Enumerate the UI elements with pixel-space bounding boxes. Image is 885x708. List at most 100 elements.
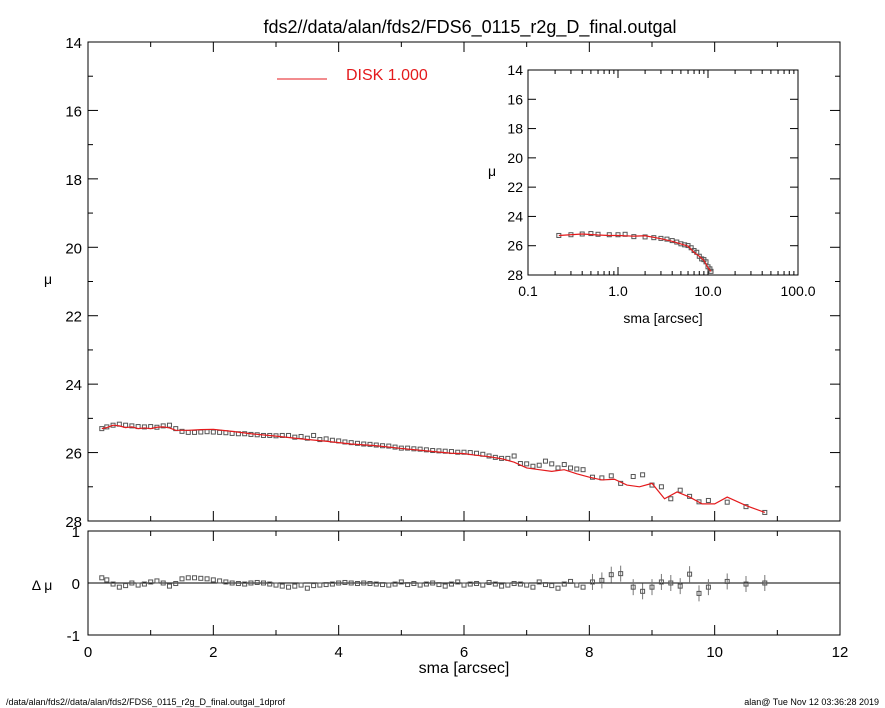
residual-data-point <box>608 572 614 578</box>
residual-data-point <box>499 583 505 589</box>
residual-data-point <box>204 576 210 582</box>
main-data-point <box>640 472 646 478</box>
inset-x-axis-label: sma [arcsec] <box>623 310 702 326</box>
residual-data-point <box>116 584 122 590</box>
main-data-point <box>217 429 223 435</box>
residual-data-point <box>210 577 216 583</box>
main-data-point <box>210 429 216 435</box>
residual-data-point <box>599 577 605 583</box>
residual-data-point <box>173 581 179 587</box>
residual-data-point <box>536 579 542 585</box>
residual-data-point <box>555 585 561 591</box>
main-data-point <box>658 484 664 490</box>
residual-data-point <box>467 581 473 587</box>
residual-data-point <box>549 583 555 589</box>
residual-x-tick-label: 0 <box>84 644 92 661</box>
residual-data-point <box>154 578 160 584</box>
residual-data-point <box>242 581 248 587</box>
residual-data-point <box>229 580 235 586</box>
inset-y-tick-label: 28 <box>507 267 523 283</box>
residual-data-point <box>336 580 342 586</box>
main-data-point <box>367 441 373 447</box>
residual-data-point <box>267 581 273 587</box>
inset-y-tick-label: 18 <box>507 121 523 137</box>
residual-data-point <box>260 580 266 586</box>
residual-data-point <box>392 581 398 587</box>
residual-data-point <box>386 582 392 588</box>
residual-data-point <box>687 571 693 577</box>
inset-data-point <box>708 268 714 274</box>
residual-data-point <box>442 583 448 589</box>
residual-data-point <box>696 590 702 596</box>
main-data-point <box>549 461 555 467</box>
residual-data-point <box>104 577 110 583</box>
residual-data-point <box>304 585 310 591</box>
main-data-point <box>179 428 185 434</box>
residual-data-point <box>417 582 423 588</box>
inset-plot-frame <box>527 69 799 276</box>
main-y-tick-label: 14 <box>65 35 82 52</box>
residual-data-point <box>762 580 768 586</box>
residual-data-point <box>568 578 574 584</box>
main-data-point <box>386 443 392 449</box>
residual-data-point <box>166 583 172 589</box>
residual-data-point <box>455 579 461 585</box>
main-data-point <box>705 497 711 503</box>
inset-y-tick-label: 22 <box>507 179 523 195</box>
residual-y-tick-label: 0 <box>72 576 80 593</box>
residual-data-point <box>640 588 646 594</box>
main-y-tick-label: 20 <box>65 240 82 257</box>
main-data-point <box>311 432 317 438</box>
main-data-point <box>279 432 285 438</box>
residual-data-point <box>198 575 204 581</box>
main-data-point <box>677 487 683 493</box>
chart-title: fds2//data/alan/fds2/FDS6_0115_r2g_D_fin… <box>264 17 677 38</box>
inset-data-point <box>588 231 594 237</box>
residual-data-point <box>649 584 655 590</box>
residual-x-tick-label: 8 <box>585 644 593 661</box>
inset-y-axis-label: μ <box>488 163 496 179</box>
residual-data-point <box>279 583 285 589</box>
residual-data-point <box>99 575 105 581</box>
residual-data-point <box>286 584 292 590</box>
main-data-point <box>630 474 636 480</box>
main-data-point <box>555 465 561 471</box>
residual-data-point <box>658 579 664 585</box>
residual-data-point <box>317 582 323 588</box>
inset-y-tick-label: 20 <box>507 150 523 166</box>
main-data-point <box>511 453 517 459</box>
residual-data-point <box>292 583 298 589</box>
inset-y-tick-label: 24 <box>507 208 523 224</box>
inset-y-tick-label: 14 <box>507 62 523 78</box>
residual-data-point <box>589 579 595 585</box>
main-data-point <box>185 429 191 435</box>
footer-left: /data/alan/fds2//data/alan/fds2/FDS6_011… <box>6 697 286 707</box>
main-data-point <box>461 449 467 455</box>
residual-data-point <box>448 581 454 587</box>
main-data-point <box>129 423 135 429</box>
residual-data-point <box>110 581 116 587</box>
residual-data-point <box>530 584 536 590</box>
residual-data-point <box>561 581 567 587</box>
residual-y-tick-label: 1 <box>72 524 80 541</box>
residual-data-point <box>743 581 749 587</box>
main-model-line <box>101 424 766 514</box>
residual-data-point <box>436 582 442 588</box>
residual-data-point <box>148 579 154 585</box>
main-data-point <box>580 467 586 473</box>
main-y-tick-label: 18 <box>65 172 82 189</box>
residual-data-point <box>342 579 348 585</box>
residual-data-point <box>668 580 674 586</box>
legend-label: DISK 1.000 <box>346 67 428 84</box>
main-data-point <box>204 429 210 435</box>
residual-data-point <box>430 580 436 586</box>
residual-data-point <box>273 582 279 588</box>
residual-data-point <box>574 582 580 588</box>
residual-data-point <box>123 583 129 589</box>
main-data-point <box>323 436 329 442</box>
main-data-point <box>192 429 198 435</box>
main-data-point <box>430 448 436 454</box>
residual-data-point <box>311 583 317 589</box>
inset-y-tick-label: 26 <box>507 238 523 254</box>
